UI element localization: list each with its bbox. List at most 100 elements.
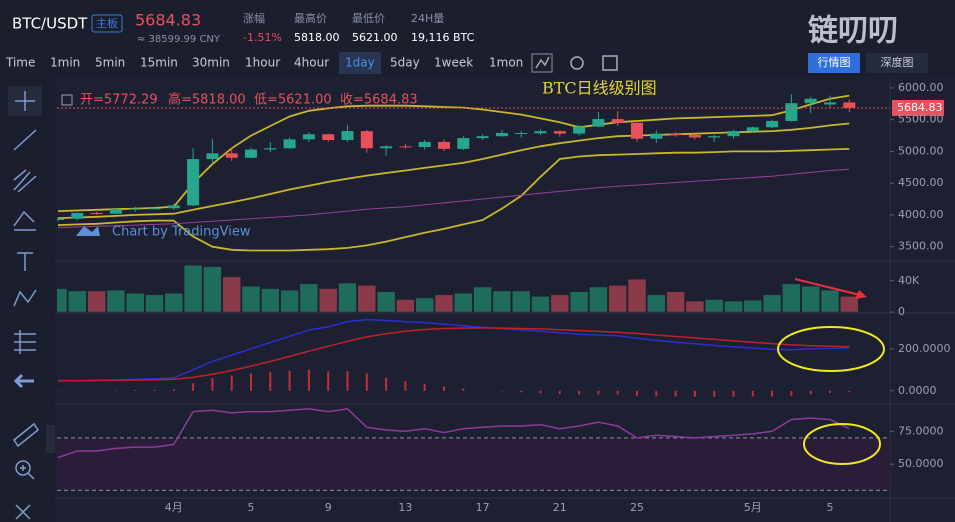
watermark: Chart by TradingView — [112, 225, 251, 240]
histogram-bar — [443, 386, 445, 391]
legend-toggle[interactable] — [61, 94, 73, 106]
zoom-glyph — [20, 465, 35, 480]
volume-bar — [203, 266, 222, 313]
volume-bar — [801, 285, 820, 313]
view-label[interactable]: 深度图 — [881, 55, 914, 69]
candle-body — [573, 126, 586, 134]
volume-bar — [434, 294, 454, 313]
board[interactable]: 主板 — [96, 16, 118, 30]
interval[interactable]: 1week — [434, 56, 473, 70]
volume-bar — [627, 278, 647, 313]
indicator-line — [58, 327, 850, 382]
candle-body — [688, 134, 701, 138]
histogram-bar — [558, 390, 561, 394]
view-button[interactable] — [866, 53, 928, 73]
board-box[interactable] — [91, 14, 123, 33]
histogram-bar — [404, 381, 407, 391]
zoom-tool[interactable] — [15, 460, 31, 476]
candle-body — [418, 141, 431, 147]
interval[interactable]: 4hour — [294, 56, 329, 70]
volume-bar — [280, 289, 299, 313]
histogram-bar — [385, 377, 388, 391]
interval[interactable]: 1mon — [489, 56, 523, 70]
collapse-handle[interactable] — [46, 425, 55, 453]
remove-tool[interactable] — [15, 504, 31, 520]
drawing-toolbar — [0, 78, 55, 522]
histogram-bar — [153, 389, 156, 391]
interval[interactable]: 5day — [390, 56, 420, 70]
logo: 链叨叨 — [808, 14, 898, 49]
highlight-ellipse — [777, 326, 885, 372]
price: 5684.83 — [135, 11, 201, 30]
interval[interactable]: 1min — [50, 56, 80, 70]
interval[interactable]: 15min — [140, 56, 178, 70]
prediction-tool[interactable] — [14, 330, 36, 354]
candle-body — [592, 119, 605, 127]
histogram-bar — [674, 390, 677, 397]
histogram-bar — [288, 370, 291, 391]
interval[interactable]: 30min — [192, 56, 230, 70]
x-tick-label: 5 — [248, 501, 255, 514]
volume-bar — [318, 288, 338, 313]
histogram-bar — [732, 390, 735, 397]
view-button-active[interactable] — [808, 53, 860, 73]
histogram-bar — [520, 390, 523, 393]
ruler-tool[interactable] — [12, 422, 40, 448]
x-tick-label: 17 — [476, 501, 490, 514]
histogram-bar — [616, 390, 619, 395]
interval[interactable]: Time — [5, 56, 35, 70]
histogram-bar — [790, 390, 793, 396]
stat-label: 最低价 — [352, 12, 385, 25]
ohlc-low: 低=5621.00 — [254, 93, 332, 108]
candle-body — [129, 208, 142, 210]
y-tick-label: 3500.00 — [898, 240, 944, 253]
indicator-icon[interactable] — [531, 53, 553, 73]
volume-bar — [106, 289, 126, 313]
volume-bar — [261, 288, 280, 313]
y-tick-label: 4000.00 — [898, 208, 944, 221]
x-tick-label: 25 — [630, 501, 644, 514]
interval[interactable]: 1hour — [245, 56, 280, 70]
y-tick-label: 0.0000 — [898, 384, 937, 397]
trendline-tool[interactable] — [13, 129, 37, 151]
candle-body — [380, 146, 393, 149]
band-fill — [57, 437, 890, 491]
candle-body — [302, 134, 315, 140]
candle-body — [476, 136, 489, 139]
fib-tool[interactable] — [13, 169, 37, 193]
histogram-bar — [346, 371, 349, 391]
candle-body — [225, 153, 238, 158]
crosshair-tool[interactable] — [15, 91, 35, 111]
back-tool[interactable] — [13, 373, 34, 389]
pattern-tool[interactable] — [13, 289, 37, 307]
histogram-bar — [307, 369, 310, 391]
brush-tool[interactable] — [13, 210, 36, 231]
text-tool[interactable] — [17, 252, 33, 271]
candle-body — [804, 98, 817, 104]
price-tag-bg — [892, 99, 944, 116]
volume-bar — [357, 285, 377, 313]
volume-bar — [87, 290, 106, 313]
view-label[interactable]: 行情图 — [818, 56, 851, 69]
indicator-line — [57, 318, 850, 382]
screenshot-icon[interactable] — [602, 55, 618, 71]
histogram-bar — [250, 373, 252, 391]
cny: ≈ 38599.99 CNY — [137, 34, 221, 45]
candle-body — [515, 133, 528, 135]
overlay-line — [57, 122, 850, 219]
volume-bar — [396, 299, 415, 313]
interval[interactable]: 1day — [345, 56, 375, 70]
y-tick-label: 0 — [898, 305, 905, 318]
candle-body — [457, 138, 470, 149]
price-tag: 5684.83 — [897, 101, 943, 114]
x-tick-label: 21 — [553, 501, 567, 514]
volume-bar — [608, 285, 627, 313]
volume-bar — [569, 291, 589, 313]
interval[interactable]: 5min — [95, 56, 125, 70]
candle-body — [264, 148, 277, 150]
candle-body — [187, 159, 200, 206]
stat-value: 5818.00 — [294, 31, 340, 44]
candle-body — [206, 153, 219, 160]
settings-icon[interactable] — [570, 56, 584, 70]
